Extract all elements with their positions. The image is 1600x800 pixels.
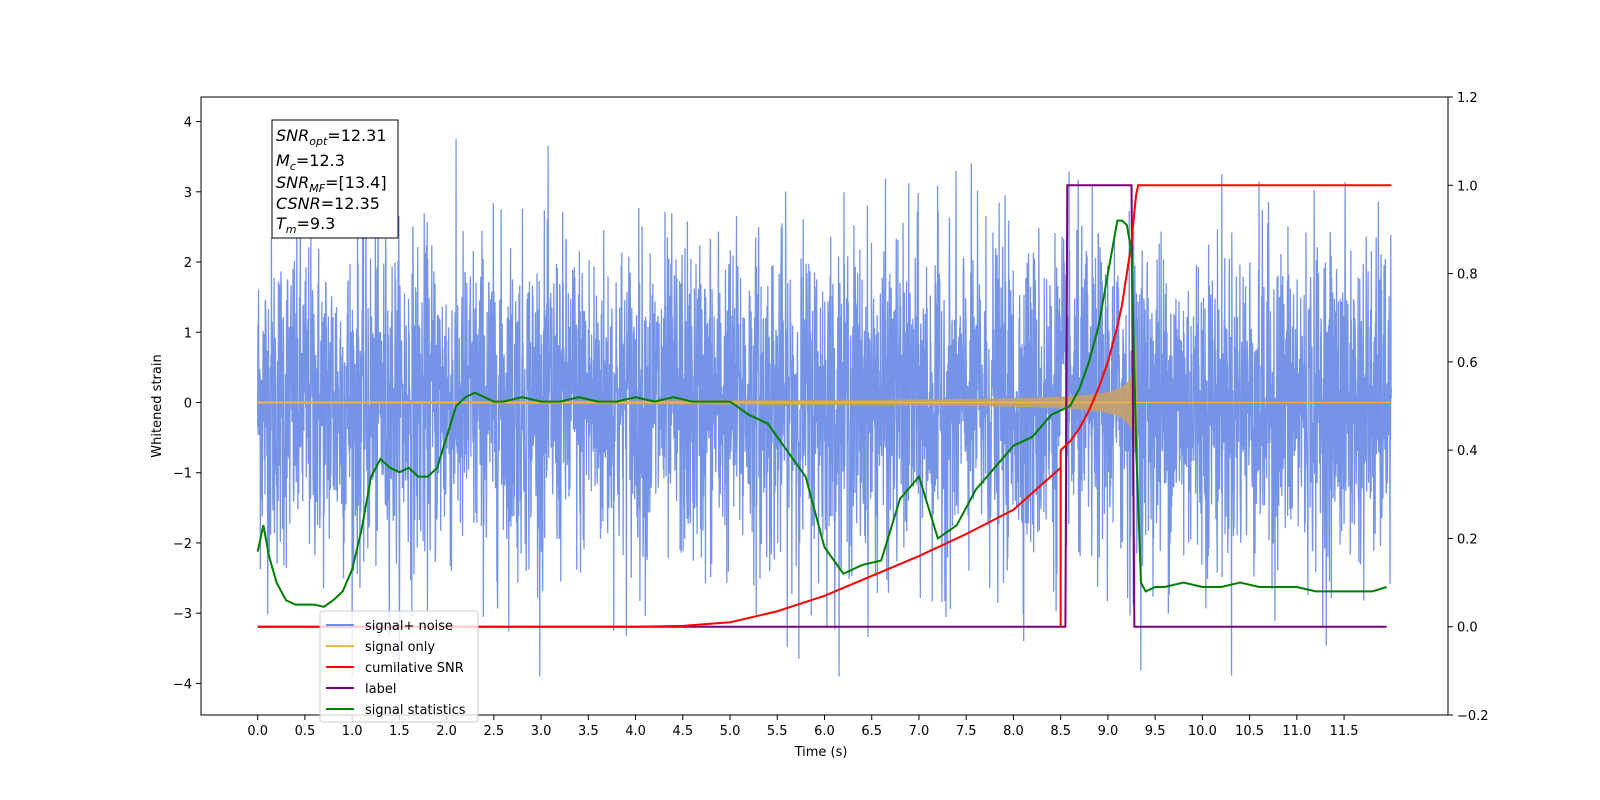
- y-left-tick-label: −2: [173, 537, 192, 552]
- info-box-frame: [271, 119, 399, 239]
- y-right-tick-label: 1.0: [1457, 179, 1478, 194]
- series-signal-noise: [257, 139, 1392, 677]
- x-tick-label: 2.0: [436, 724, 457, 739]
- x-tick-label: 10.5: [1235, 724, 1264, 739]
- info-snr-opt: SNRopt=12.31: [276, 126, 387, 148]
- series-signal-statistics: [256, 219, 1387, 608]
- x-tick-label: 8.0: [1003, 724, 1024, 739]
- x-tick-label: 0.5: [295, 724, 316, 739]
- signal-statistics-line: [256, 219, 1387, 608]
- x-tick-label: 5.0: [720, 724, 741, 739]
- legend-item: cumilative SNR: [326, 661, 464, 676]
- legend-item: signal only: [326, 640, 435, 655]
- x-tick-label: 2.5: [484, 724, 505, 739]
- legend: signal+ noise signal only cumilative SNR…: [319, 610, 479, 723]
- legend-item: label: [326, 682, 396, 697]
- y-right-tick-label: 0.4: [1457, 444, 1478, 459]
- x-tick-label: 9.5: [1145, 724, 1166, 739]
- y-left-tick-label: 0: [184, 396, 192, 411]
- cumulative-snr-line: [1059, 184, 1392, 627]
- y-left-tick-label: 4: [184, 116, 192, 131]
- x-tick-label: 8.5: [1050, 724, 1071, 739]
- x-tick-label: 11.0: [1282, 724, 1311, 739]
- info-mc: Mc=12.3: [276, 151, 345, 173]
- info-snr-mf: SNRMF=[13.4]: [276, 173, 387, 195]
- y-right-tick-label: 0.0: [1457, 621, 1478, 636]
- info-box: SNRopt=12.31 Mc=12.3 SNRMF=[13.4] CSNR=1…: [271, 119, 399, 239]
- y-left-tick-label: 2: [184, 256, 192, 271]
- info-tm: Tm=9.3: [276, 214, 335, 236]
- x-tick-label: 7.5: [956, 724, 977, 739]
- x-tick-label: 0.0: [247, 724, 268, 739]
- x-tick-label: 1.5: [389, 724, 410, 739]
- x-tick-label: 5.5: [767, 724, 788, 739]
- y-right-tick-label: 0.2: [1457, 532, 1478, 547]
- cumulative-snr-rise: [257, 467, 1062, 628]
- info-csnr: CSNR=12.35: [276, 194, 380, 213]
- series-cumulative-snr: [257, 184, 1392, 628]
- y-left-tick-label: 1: [184, 326, 192, 341]
- y-axis-left: 4 3 2 1 0 −1 −2 −3 −4: [173, 116, 201, 692]
- y-left-tick-label: −3: [173, 607, 192, 622]
- legend-label: label: [365, 682, 396, 697]
- x-tick-label: 10.0: [1188, 724, 1217, 739]
- x-tick-label: 3.5: [578, 724, 599, 739]
- legend-label: cumilative SNR: [365, 661, 464, 676]
- label-line: [257, 184, 1387, 628]
- y-right-tick-label: 0.6: [1457, 356, 1478, 371]
- series-signal-only: [257, 332, 1392, 473]
- y-axis-label: Whitened strain: [150, 354, 165, 457]
- legend-label: signal+ noise: [365, 619, 453, 634]
- legend-item: signal+ noise: [326, 619, 453, 634]
- x-tick-label: 4.5: [672, 724, 693, 739]
- y-left-tick-label: 3: [184, 186, 192, 201]
- legend-label: signal statistics: [365, 703, 466, 718]
- y-axis-right: 1.2 1.0 0.8 0.6 0.4 0.2 0.0 −0.2: [1448, 91, 1489, 724]
- x-tick-label: 6.5: [861, 724, 882, 739]
- legend-frame: [319, 610, 479, 723]
- x-tick-label: 4.0: [625, 724, 646, 739]
- series-label: [257, 184, 1387, 628]
- legend-label: signal only: [365, 640, 435, 655]
- x-axis: 0.0 0.5 1.0 1.5 2.0 2.5 3.0 3.5 4.0 4.5 5.0 5.5 6.0 6…: [247, 715, 1359, 739]
- y-right-tick-label: 0.8: [1457, 268, 1478, 283]
- y-left-tick-label: −4: [173, 677, 192, 692]
- legend-item: signal statistics: [326, 703, 466, 718]
- signal-noise-line: [257, 139, 1392, 677]
- y-right-tick-label: −0.2: [1457, 709, 1489, 724]
- x-axis-label: Time (s): [794, 745, 848, 760]
- y-right-tick-label: 1.2: [1457, 91, 1478, 106]
- x-tick-label: 9.0: [1098, 724, 1119, 739]
- x-tick-label: 11.5: [1330, 724, 1359, 739]
- x-tick-label: 7.0: [909, 724, 930, 739]
- x-tick-label: 6.0: [814, 724, 835, 739]
- y-left-tick-label: −1: [173, 467, 192, 482]
- x-tick-label: 3.0: [531, 724, 552, 739]
- x-tick-label: 1.0: [342, 724, 363, 739]
